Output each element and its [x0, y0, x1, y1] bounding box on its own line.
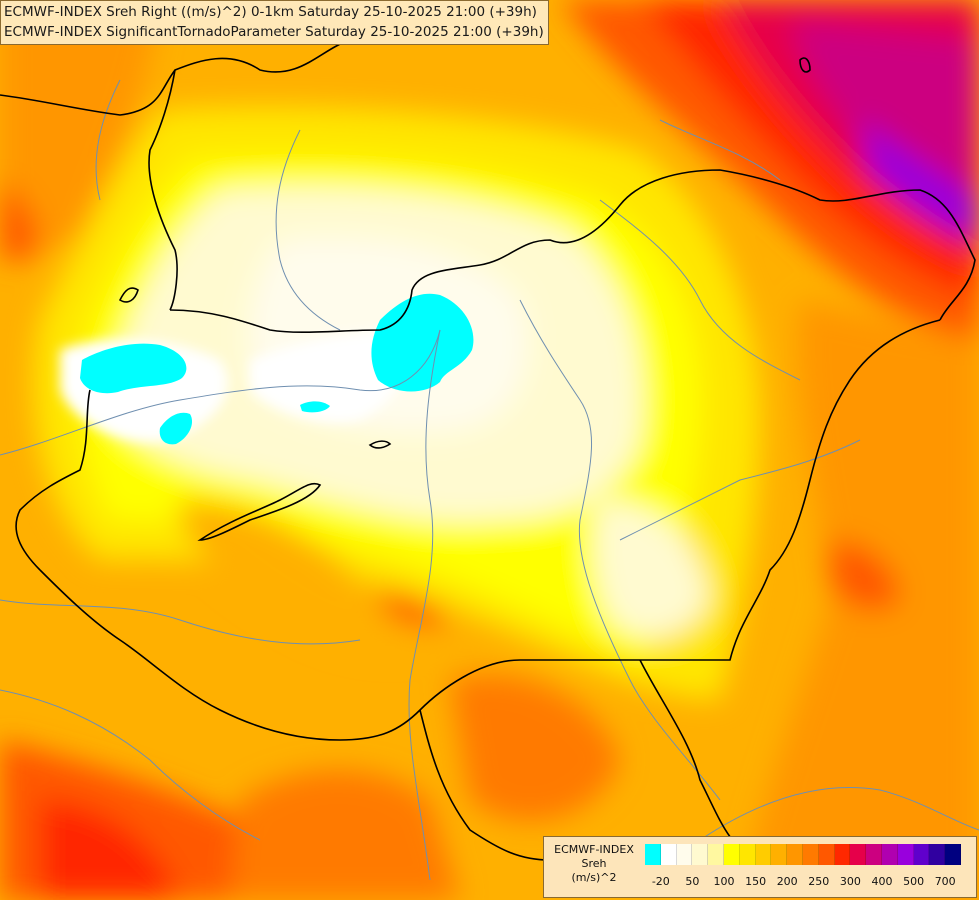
- legend-swatch: [929, 844, 946, 865]
- legend-swatch: [850, 844, 867, 865]
- legend-color-bar: [645, 844, 961, 865]
- legend-swatch: [834, 844, 851, 865]
- legend-parameter: Sreh: [581, 857, 607, 870]
- legend-swatch: [897, 844, 914, 865]
- river-lines: [0, 79, 979, 881]
- legend-source: ECMWF-INDEX: [554, 843, 634, 856]
- legend-swatch: [739, 844, 756, 865]
- legend-tick-label: 100: [713, 875, 735, 888]
- legend-tick-label: 150: [745, 875, 767, 888]
- legend-tick-label: 300: [839, 875, 861, 888]
- legend-tick-label: 250: [808, 875, 830, 888]
- legend-swatch: [723, 844, 740, 865]
- country-borders: [0, 39, 976, 861]
- legend-swatch: [771, 844, 788, 865]
- color-legend: ECMWF-INDEX Sreh (m/s)^2 -20 50 100 150 200 2…: [543, 836, 977, 898]
- legend-swatch: [787, 844, 803, 865]
- map-title: ECMWF-INDEX Sreh Right ((m/s)^2) 0-1km S…: [0, 0, 549, 45]
- legend-swatch: [945, 844, 961, 865]
- legend-swatch: [866, 844, 882, 865]
- legend-swatch: [818, 844, 835, 865]
- title-line-1: ECMWF-INDEX Sreh Right ((m/s)^2) 0-1km S…: [4, 4, 537, 20]
- legend-tick-label: 200: [776, 875, 798, 888]
- legend-ticks: -20 50 100 150 200 250 300 400 500 700: [645, 875, 975, 889]
- legend-tick-label: 700: [934, 875, 956, 888]
- legend-swatch: [802, 844, 819, 865]
- legend-unit: (m/s)^2: [571, 871, 617, 884]
- legend-swatch: [708, 844, 724, 865]
- legend-tick-label: 500: [903, 875, 925, 888]
- legend-swatch: [913, 844, 930, 865]
- title-line-2: ECMWF-INDEX SignificantTornadoParameter …: [4, 24, 544, 40]
- legend-swatch: [755, 844, 772, 865]
- legend-tick-label: 50: [685, 875, 700, 888]
- legend-swatch: [676, 844, 693, 865]
- legend-label: ECMWF-INDEX Sreh (m/s)^2: [546, 843, 642, 885]
- legend-tick-label: 400: [871, 875, 893, 888]
- legend-tick-label: -20: [651, 875, 670, 888]
- legend-swatch: [645, 844, 661, 865]
- legend-swatch: [692, 844, 709, 865]
- legend-swatch: [660, 844, 677, 865]
- legend-swatch: [881, 844, 898, 865]
